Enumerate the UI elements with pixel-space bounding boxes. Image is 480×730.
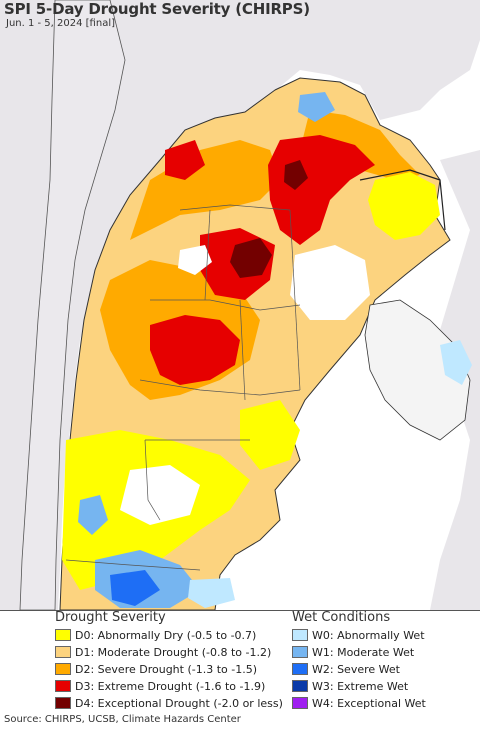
legend-label-w2: W2: Severe Wet	[312, 662, 400, 676]
legend-item-w3: W3: Extreme Wet	[292, 678, 408, 694]
drought-map	[0, 0, 480, 610]
d4-area-north	[284, 160, 308, 190]
w0-area-southeast	[188, 578, 235, 608]
d4-area-mid	[230, 238, 272, 278]
swatch-d3	[55, 680, 71, 692]
w2-area-south	[110, 570, 160, 606]
normal-area-west	[178, 245, 212, 275]
legend-label-d4: D4: Exceptional Drought (-2.0 or less)	[75, 696, 283, 710]
swatch-d0	[55, 629, 71, 641]
d3-area-central	[150, 315, 240, 385]
legend-item-d4: D4: Exceptional Drought (-2.0 or less)	[55, 695, 283, 711]
map-panel: SPI 5-Day Drought Severity (CHIRPS) Jun.…	[0, 0, 480, 611]
drought-legend-title: Drought Severity	[55, 610, 166, 625]
d2-area-northeast	[300, 110, 420, 180]
normal-area-south	[120, 465, 200, 525]
w0-area-east	[440, 340, 472, 385]
map-subtitle: Jun. 1 - 5, 2024 [final]	[6, 18, 116, 29]
swatch-d2	[55, 663, 71, 675]
province-borders	[65, 204, 301, 571]
legend-item-w0: W0: Abnormally Wet	[292, 627, 425, 643]
swatch-w3	[292, 680, 308, 692]
legend-item-d2: D2: Severe Drought (-1.3 to -1.5)	[55, 661, 257, 677]
wet-legend-title: Wet Conditions	[292, 610, 391, 625]
legend-label-w3: W3: Extreme Wet	[312, 679, 409, 693]
legend-item-w2: W2: Severe Wet	[292, 661, 400, 677]
paraguay-area	[364, 299, 471, 441]
d0-area-east	[240, 400, 300, 470]
legend-item-d1: D1: Moderate Drought (-0.8 to -1.2)	[55, 644, 271, 660]
swatch-w2	[292, 663, 308, 675]
w1-area-west	[78, 495, 108, 535]
legend-label-d0: D0: Abnormally Dry (-0.5 to -0.7)	[75, 628, 257, 642]
legend-label-w1: W1: Moderate Wet	[312, 645, 415, 659]
normal-area-center	[290, 245, 370, 320]
outside-region-land	[0, 0, 480, 610]
swatch-w0	[292, 629, 308, 641]
swatch-w4	[292, 697, 308, 709]
legend-label-d3: D3: Extreme Drought (-1.6 to -1.9)	[75, 679, 266, 693]
legend-label-d2: D2: Severe Drought (-1.3 to -1.5)	[75, 662, 258, 676]
d2-area-north	[130, 140, 280, 240]
swatch-d1	[55, 646, 71, 658]
legend-item-d3: D3: Extreme Drought (-1.6 to -1.9)	[55, 678, 265, 694]
legend-label-w0: W0: Abnormally Wet	[312, 628, 425, 642]
d0-area-northeast	[368, 172, 440, 240]
w1-area-north	[298, 92, 335, 122]
legend-item-w4: W4: Exceptional Wet	[292, 695, 426, 711]
legend-item-w1: W1: Moderate Wet	[292, 644, 414, 660]
source-credit: Source: CHIRPS, UCSB, Climate Hazards Ce…	[4, 714, 241, 725]
legend-item-d0: D0: Abnormally Dry (-0.5 to -0.7)	[55, 627, 256, 643]
country-border	[359, 169, 446, 231]
swatch-w1	[292, 646, 308, 658]
d3-area-northwest	[165, 140, 205, 180]
chile-strip	[19, 0, 126, 610]
legend-label-d1: D1: Moderate Drought (-0.8 to -1.2)	[75, 645, 272, 659]
map-title: SPI 5-Day Drought Severity (CHIRPS)	[4, 0, 310, 18]
swatch-d4	[55, 697, 71, 709]
legend-label-w4: W4: Exceptional Wet	[312, 696, 426, 710]
